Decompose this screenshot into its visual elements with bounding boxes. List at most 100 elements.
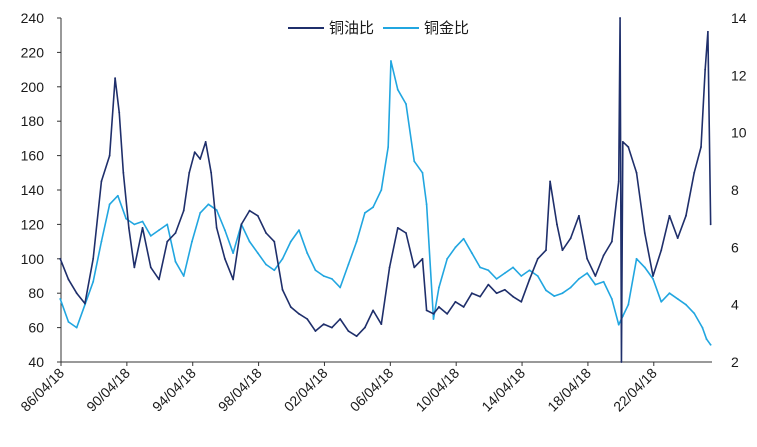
series-1-point — [339, 286, 342, 289]
series-line-1 — [59, 60, 712, 346]
y-left-tick-label: 120 — [21, 216, 45, 232]
x-tick-label: 14/04/18 — [478, 365, 528, 415]
series-0-point — [432, 312, 435, 315]
y-right-tick-label: 8 — [731, 182, 739, 198]
series-1-point — [487, 269, 490, 272]
series-0-point — [495, 292, 498, 295]
series-1-point — [652, 277, 654, 280]
series-1-point — [158, 229, 160, 232]
series-1-point — [248, 240, 251, 243]
y-left-tick-label: 100 — [21, 251, 45, 267]
series-1-point — [693, 312, 696, 315]
series-1-point — [643, 266, 646, 269]
series-1-point — [207, 203, 210, 206]
legend-label-1: 铜金比 — [424, 19, 469, 37]
series-1-point — [454, 246, 457, 249]
x-tick-label: 98/04/18 — [215, 365, 265, 415]
series-0-point — [256, 214, 259, 217]
series-1-point — [462, 237, 465, 240]
series-1-point — [174, 260, 177, 263]
series-0-point — [204, 140, 207, 143]
series-1-point — [635, 257, 638, 260]
series-1-point — [223, 229, 226, 232]
series-0-point — [355, 335, 358, 338]
series-1-point — [561, 292, 564, 295]
y-left-tick-label: 160 — [21, 148, 45, 164]
series-0-point — [118, 111, 121, 114]
series-0-point — [438, 306, 440, 308]
series-1-point — [166, 223, 169, 226]
x-tick-label: 10/04/18 — [412, 365, 462, 415]
series-1-point — [446, 257, 449, 260]
series-1-point — [396, 88, 399, 91]
series-1-point — [553, 295, 556, 297]
series-1-point — [470, 252, 473, 254]
series-0-point — [668, 214, 671, 217]
series-0-point — [425, 309, 428, 312]
series-0-point — [331, 326, 333, 329]
series-1-point — [281, 257, 284, 260]
series-1-point — [322, 275, 325, 277]
series-1-point — [705, 338, 708, 340]
y-left-tick-label: 240 — [21, 10, 45, 26]
series-1-point — [125, 217, 127, 220]
series-0-point — [149, 266, 152, 269]
series-0-point — [627, 146, 630, 148]
series-0-point — [396, 226, 399, 229]
series-1-point — [133, 223, 136, 226]
series-1-point — [660, 300, 663, 303]
series-0-point — [240, 223, 243, 226]
series-0-point — [122, 171, 125, 174]
x-tick-label: 86/04/18 — [17, 365, 67, 415]
series-1-point — [298, 229, 300, 232]
y-right-tick-label: 10 — [731, 125, 747, 141]
series-0-point — [84, 302, 86, 305]
series-0-point — [174, 232, 177, 234]
series-1-point — [602, 280, 605, 283]
series-1-point — [421, 171, 424, 174]
series-0-point — [223, 257, 226, 260]
series-0-point — [707, 30, 709, 33]
series-1-point — [59, 298, 62, 300]
series-0-point — [693, 171, 696, 174]
series-0-point — [133, 266, 136, 269]
series-0-point — [635, 171, 638, 174]
series-1-point — [215, 209, 218, 211]
series-0-point — [446, 312, 449, 315]
series-0-point — [503, 288, 506, 291]
series-1-point — [536, 275, 539, 277]
series-1-point — [363, 212, 366, 214]
series-0-point — [166, 240, 169, 243]
series-0-point — [704, 68, 707, 71]
series-0-point — [188, 171, 191, 174]
series-1-point — [182, 275, 185, 277]
series-1-point — [668, 292, 671, 295]
series-0-point — [620, 361, 623, 363]
x-tick-label: 90/04/18 — [83, 365, 133, 415]
series-0-point — [108, 154, 111, 157]
series-1-point — [67, 320, 70, 323]
series-1-point — [709, 343, 712, 346]
series-0-point — [621, 140, 624, 143]
series-0-point — [141, 226, 144, 229]
series-0-point — [520, 300, 523, 303]
series-0-point — [479, 295, 482, 298]
series-1-point — [569, 286, 572, 289]
series-1-point — [512, 266, 514, 269]
series-1-point — [610, 298, 613, 300]
series-0-point — [298, 312, 300, 315]
series-0-point — [594, 275, 597, 277]
series-0-point — [569, 237, 572, 240]
series-1-point — [306, 252, 309, 254]
series-1-point — [355, 240, 358, 243]
series-1-point — [191, 240, 193, 243]
series-0-point — [602, 254, 605, 257]
series-1-point — [265, 263, 267, 266]
series-1-point — [676, 298, 679, 300]
series-1-point — [273, 269, 276, 272]
series-0-point — [586, 257, 589, 260]
series-1-point — [141, 220, 144, 223]
series-0-point — [462, 306, 465, 308]
series-0-point — [617, 180, 620, 183]
